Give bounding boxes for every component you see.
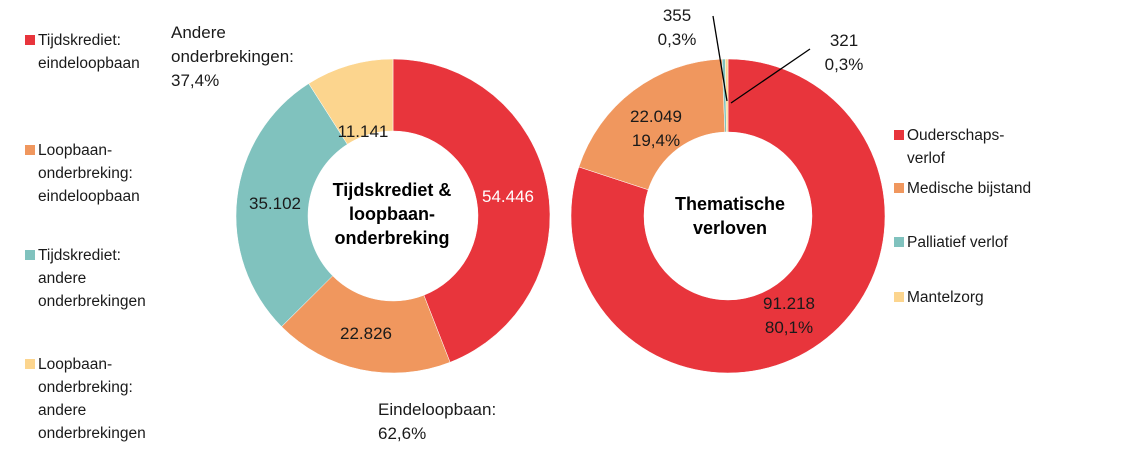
legend-label: andere	[38, 270, 86, 287]
data-label-mantelzorg: 321	[830, 31, 858, 50]
data-label-medische-bijstand: 22.049	[630, 107, 682, 126]
legend-label: Tijdskrediet:	[38, 32, 121, 49]
data-label-ouderschapsverlof: 91.218	[763, 294, 815, 313]
legend-swatch	[25, 35, 35, 45]
center-title-line: Thematische	[675, 194, 785, 214]
annotation-eindeloopbaan: Eindeloopbaan:	[378, 400, 496, 419]
data-label-loopbaan-andere: 11.141	[338, 122, 389, 141]
data-label-tijdskrediet-eindeloopbaan: 54.446	[482, 187, 534, 206]
legend-label: Ouderschaps-	[907, 127, 1004, 144]
thematische-slice-1	[578, 58, 726, 191]
chart-tijdskrediet: 54.446 22.826 35.102 11.141 Tijdskrediet…	[171, 23, 551, 443]
data-label-loopbaan-eindeloopbaan: 22.826	[340, 324, 392, 343]
legend-label: Loopbaan-	[38, 356, 112, 373]
legend-swatch	[894, 237, 904, 247]
thematische-slice-0	[570, 58, 886, 374]
center-title-line: verloven	[693, 218, 767, 238]
legend-swatch	[894, 292, 904, 302]
annotation-andere-onderbrekingen: onderbrekingen:	[171, 47, 294, 66]
legend-swatch	[25, 145, 35, 155]
legend-label: eindeloopbaan	[38, 55, 140, 72]
legend-label: onderbreking:	[38, 379, 133, 396]
data-label-palliatief: 355	[663, 6, 691, 25]
legend-label: andere	[38, 402, 86, 419]
legend-swatch	[894, 183, 904, 193]
tijdskrediet-slice-1	[281, 275, 451, 374]
center-title-line: loopbaan-	[349, 204, 435, 224]
legend-left: Tijdskrediet: eindeloopbaan Loopbaan- on…	[25, 32, 146, 442]
data-label-medische-bijstand-pct: 19,4%	[632, 131, 680, 150]
leader-line-mantelzorg	[730, 48, 811, 104]
legend-swatch	[894, 130, 904, 140]
tijdskrediet-slice-3	[308, 58, 394, 145]
center-title-line: onderbreking	[334, 228, 449, 248]
tijdskrediet-slice-0	[392, 58, 551, 363]
legend-label: eindeloopbaan	[38, 188, 140, 205]
legend-label: onderbrekingen	[38, 293, 146, 310]
legend-swatch	[25, 359, 35, 369]
legend-label: verlof	[907, 150, 946, 167]
legend-label: onderbreking:	[38, 165, 133, 182]
data-label-tijdskrediet-andere: 35.102	[249, 194, 301, 213]
legend-label: Palliatief verlof	[907, 234, 1008, 251]
data-label-ouderschapsverlof-pct: 80,1%	[765, 318, 813, 337]
annotation-eindeloopbaan-pct: 62,6%	[378, 424, 426, 443]
data-label-mantelzorg-pct: 0,3%	[825, 55, 864, 74]
legend-label: Tijdskrediet:	[38, 247, 121, 264]
data-label-palliatief-pct: 0,3%	[658, 30, 697, 49]
legend-label: Medische bijstand	[907, 180, 1031, 197]
annotation-andere-onderbrekingen: Andere	[171, 23, 226, 42]
legend-label: Mantelzorg	[907, 289, 984, 306]
legend-right: Ouderschaps- verlof Medische bijstand Pa…	[894, 127, 1031, 306]
annotation-andere-onderbrekingen-pct: 37,4%	[171, 71, 219, 90]
legend-label: Loopbaan-	[38, 142, 112, 159]
center-title-line: Tijdskrediet &	[333, 180, 452, 200]
tijdskrediet-slice-2	[235, 83, 348, 327]
chart-thematische-verloven: 91.218 80,1% 22.049 19,4% 355 0,3% 321 0…	[570, 6, 886, 374]
legend-swatch	[25, 250, 35, 260]
legend-label: onderbrekingen	[38, 425, 146, 442]
leader-line-palliatief	[712, 15, 728, 102]
